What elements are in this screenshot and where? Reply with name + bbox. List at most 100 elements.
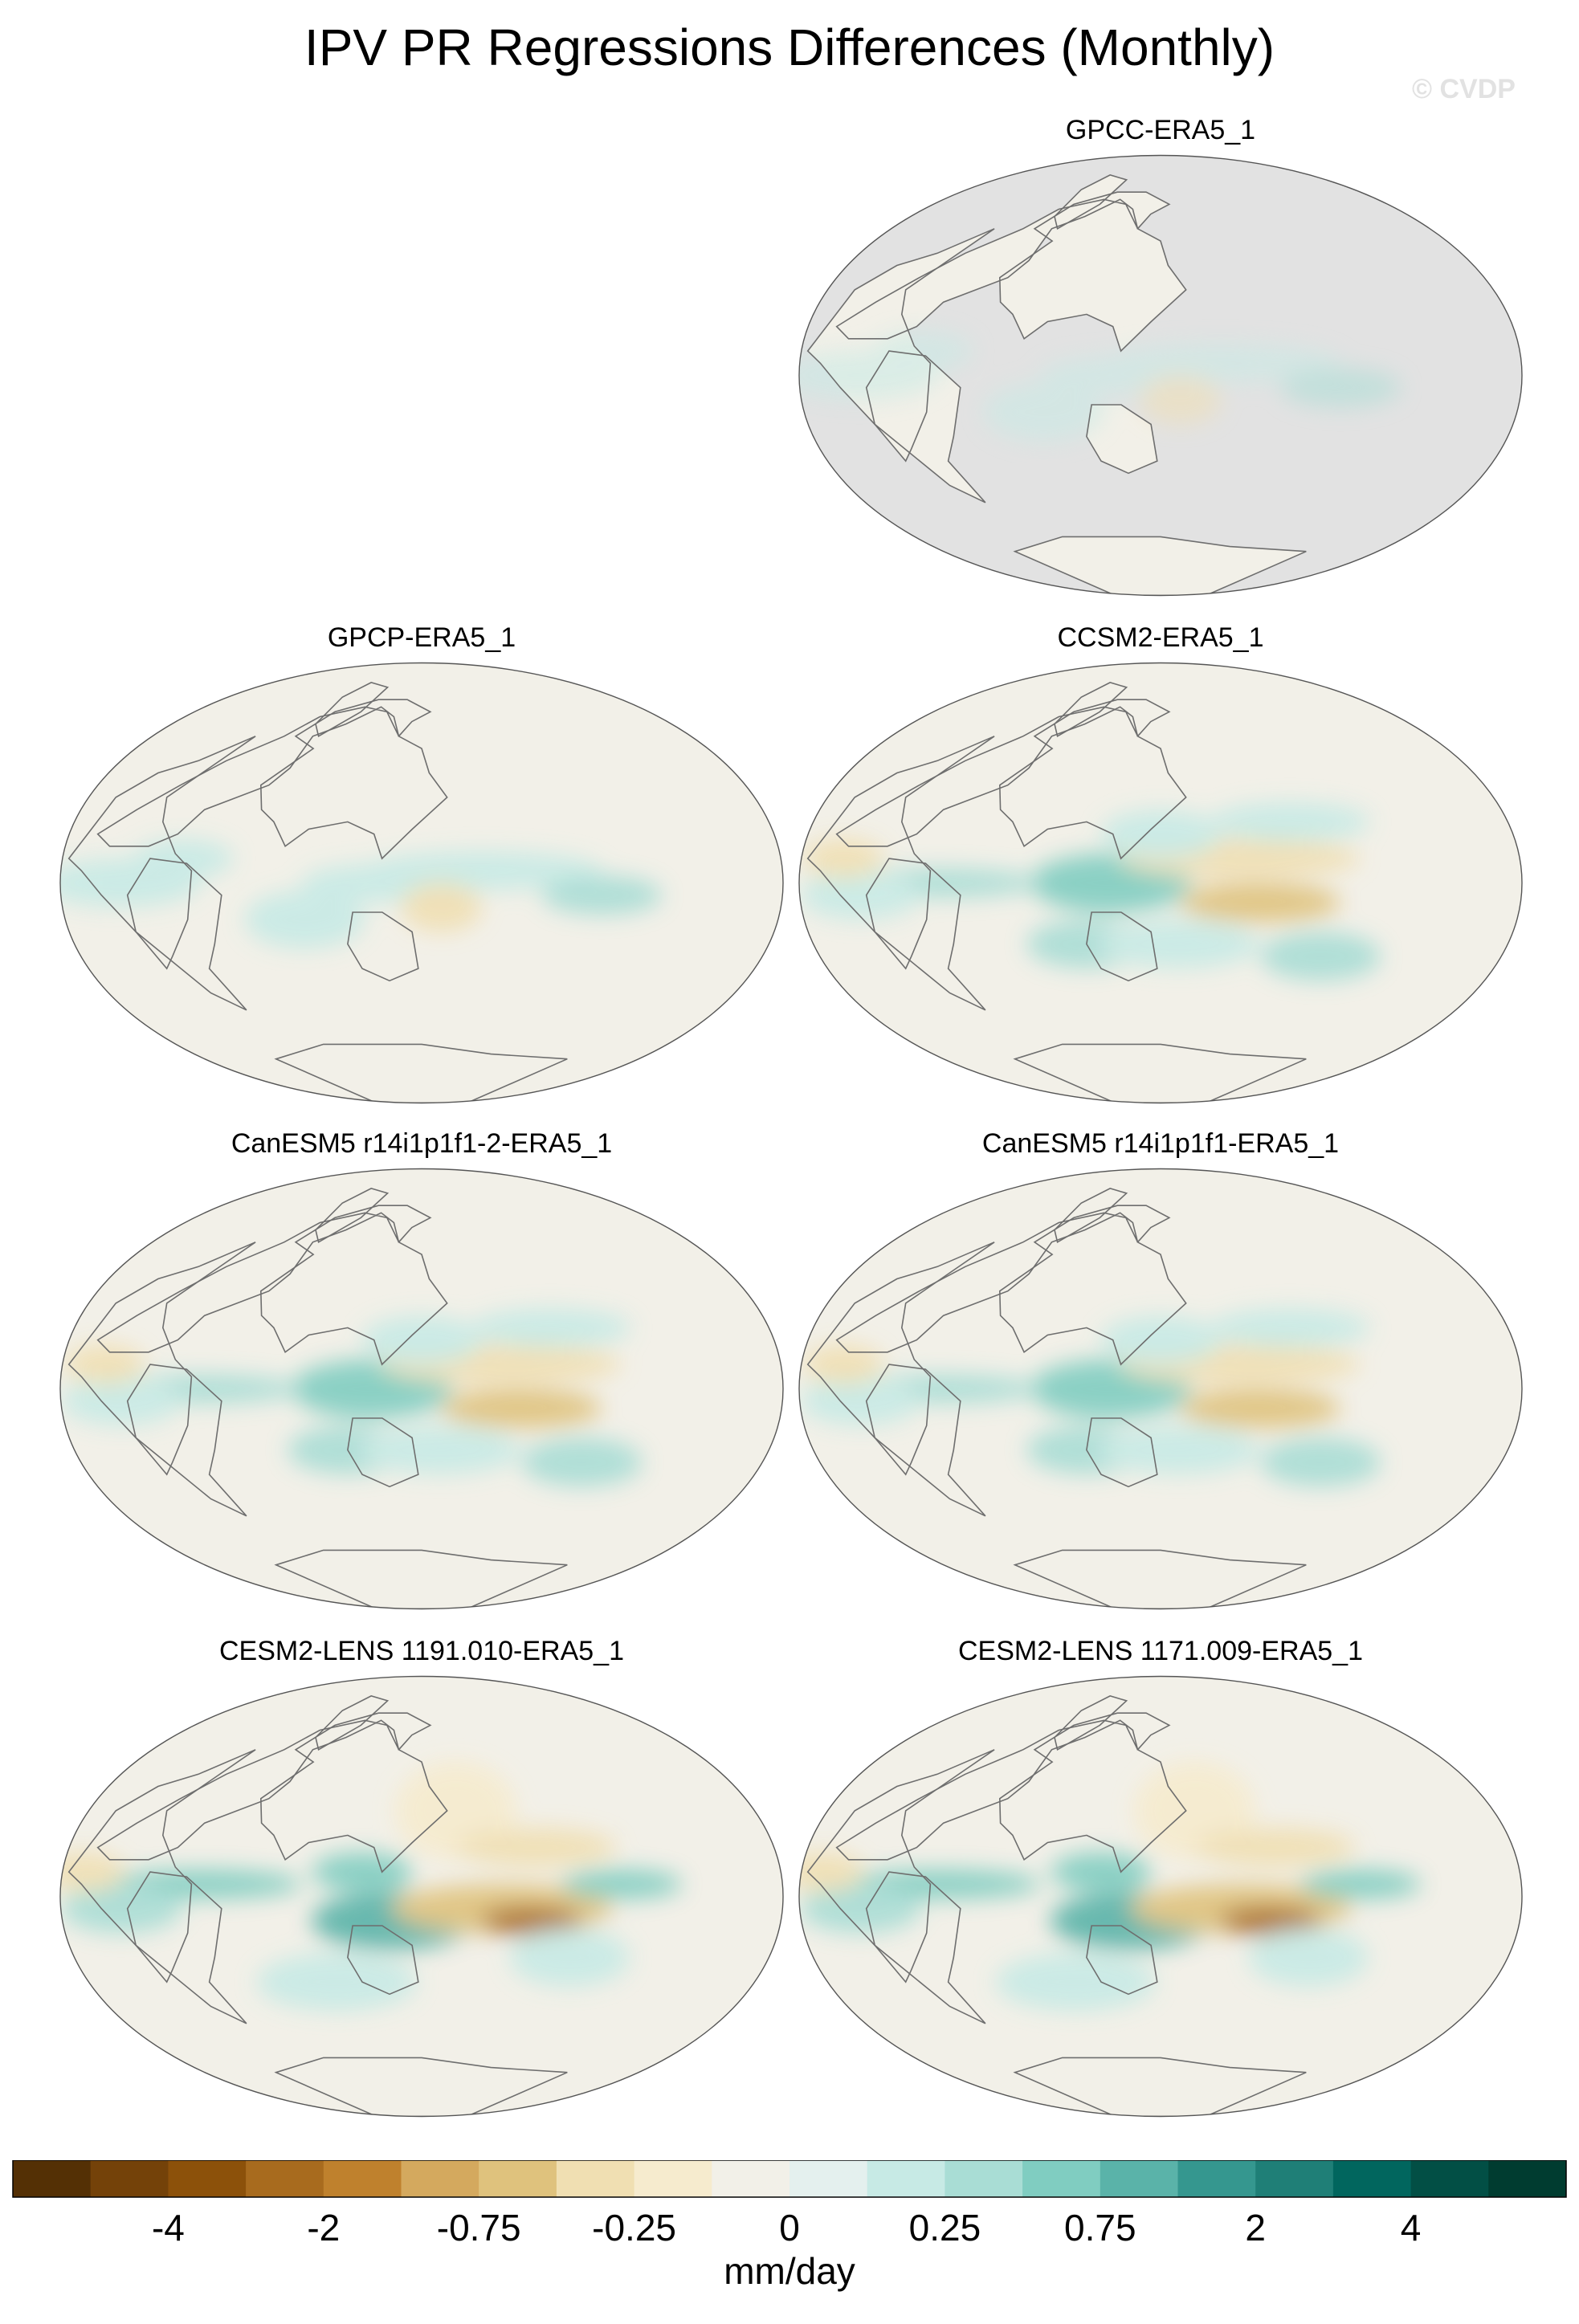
colorbar-segment <box>168 2160 247 2197</box>
cvdp-watermark: © CVDP <box>1412 74 1516 104</box>
colorbar-segment <box>712 2160 790 2197</box>
colorbar-segment <box>1022 2160 1101 2197</box>
coastline-australia <box>347 911 419 982</box>
map-panel: CanESM5 r14i1p1f1-2-ERA5_1 <box>56 1126 787 1612</box>
anomaly-region <box>1100 1315 1221 1365</box>
page-title: IPV PR Regressions Differences (Monthly) <box>304 18 1275 76</box>
colorbar-segment <box>1410 2160 1489 2197</box>
anomaly-region <box>1194 1828 1356 1867</box>
colorbar-segment <box>945 2160 1023 2197</box>
coastline-south-america <box>865 1871 986 2024</box>
colorbar-segment <box>1488 2160 1567 2197</box>
coastline-antarctica <box>1013 536 1307 596</box>
coastline-south-america <box>126 1871 247 2024</box>
coastline-south-america <box>865 858 986 1011</box>
map-plot <box>798 662 1523 1104</box>
colorbar-segment <box>1255 2160 1334 2197</box>
coastline-antarctica <box>274 1549 568 1609</box>
coastline-antarctica <box>1013 1549 1307 1609</box>
coastline-north-america <box>96 1719 400 1861</box>
coastline-asia <box>259 1205 448 1366</box>
land-fill-antarctica <box>1014 536 1307 596</box>
anomaly-region <box>1260 1437 1381 1487</box>
anomaly-region <box>133 838 235 879</box>
anomaly-region <box>360 1425 521 1475</box>
anomaly-region <box>800 1884 921 1934</box>
anomaly-region <box>64 1344 145 1384</box>
map-panel: GPCP-ERA5_1 <box>56 620 787 1106</box>
anomaly-region <box>561 1869 683 1899</box>
map-border <box>798 1675 1523 2118</box>
anomaly-region <box>1300 1869 1422 1899</box>
panel-title: CESM2-LENS 1171.009-ERA5_1 <box>958 1636 1363 1666</box>
coastline-north-america <box>835 706 1139 847</box>
anomaly-region <box>361 850 602 891</box>
colorbar-segment <box>1100 2160 1178 2197</box>
anomaly-region <box>983 382 1104 442</box>
map-panel: CCSM2-ERA5_1 <box>795 620 1526 1106</box>
coastline-north-america <box>835 1212 1139 1353</box>
anomaly-region <box>800 1376 921 1426</box>
panel-title: GPCC-ERA5_1 <box>1065 115 1256 145</box>
colorbar-tick-label: -2 <box>307 2207 341 2249</box>
colorbar-segment <box>1332 2160 1412 2197</box>
land-fill-asia <box>999 192 1186 352</box>
anomaly-region <box>1140 375 1221 425</box>
map-border <box>798 154 1523 597</box>
colorbar-units: mm/day <box>724 2250 855 2292</box>
coastline-australia <box>1086 404 1158 475</box>
coastline-europe-africa <box>806 1242 995 1476</box>
anomaly-region <box>1248 1928 1369 1988</box>
anomaly-region <box>1210 1308 1371 1348</box>
coastline-antarctica <box>1013 2057 1307 2117</box>
coastline-europe-africa <box>806 1749 995 1984</box>
anomaly-region <box>800 870 921 920</box>
map-plot <box>798 1168 1523 1610</box>
colorbar-outline <box>12 2160 1567 2198</box>
coastline-south-america <box>126 858 247 1011</box>
map-border <box>798 662 1523 1104</box>
colorbar-segment <box>556 2160 635 2197</box>
coastline-europe-africa <box>806 736 995 970</box>
coastline-asia <box>998 699 1187 860</box>
anomaly-region <box>803 1344 884 1384</box>
coastline-australia <box>347 1417 419 1488</box>
map-panel: GPCC-ERA5_1 <box>795 112 1526 598</box>
coastline-asia <box>259 699 448 860</box>
coastline-north-america <box>835 1719 1139 1861</box>
colorbar-segment <box>634 2160 712 2197</box>
anomaly-region <box>61 1884 182 1934</box>
anomaly-region <box>1100 343 1341 383</box>
anomaly-region <box>480 1906 581 1936</box>
colorbar-segment <box>246 2160 324 2197</box>
map-plot <box>798 1675 1523 2118</box>
anomaly-region <box>401 883 482 932</box>
anomaly-region <box>872 331 973 371</box>
anomaly-region <box>361 1315 482 1365</box>
anomaly-region <box>1099 1425 1260 1475</box>
anomaly-region <box>312 1852 413 1892</box>
coastline-south-america <box>126 1364 247 1517</box>
anomaly-region <box>995 1952 1157 2012</box>
anomaly-region <box>1051 1852 1152 1892</box>
anomaly-region <box>440 1388 602 1429</box>
anomaly-region <box>1099 919 1260 969</box>
coastline-australia <box>347 1925 419 1996</box>
coastline-north-america <box>96 1212 400 1353</box>
map-panel: CESM2-LENS 1191.010-ERA5_1 <box>56 1633 787 2119</box>
coastline-australia <box>1086 911 1158 982</box>
coastline-north-america <box>96 706 400 847</box>
anomaly-region <box>1179 1388 1340 1429</box>
anomaly-region <box>1260 932 1381 981</box>
map-plot <box>59 1168 784 1610</box>
coastline-europe-africa <box>67 1242 256 1476</box>
anomaly-region <box>803 838 884 879</box>
coastline-europe-africa <box>67 736 256 970</box>
anomaly-region <box>541 875 663 915</box>
colorbar-tick-label: -0.25 <box>592 2207 677 2249</box>
colorbar-tick-label: 0 <box>779 2207 800 2249</box>
coastline-asia <box>998 1712 1187 1873</box>
colorbar-segment <box>323 2160 402 2197</box>
colorbar-segment <box>90 2160 169 2197</box>
colorbar-segment <box>479 2160 557 2197</box>
